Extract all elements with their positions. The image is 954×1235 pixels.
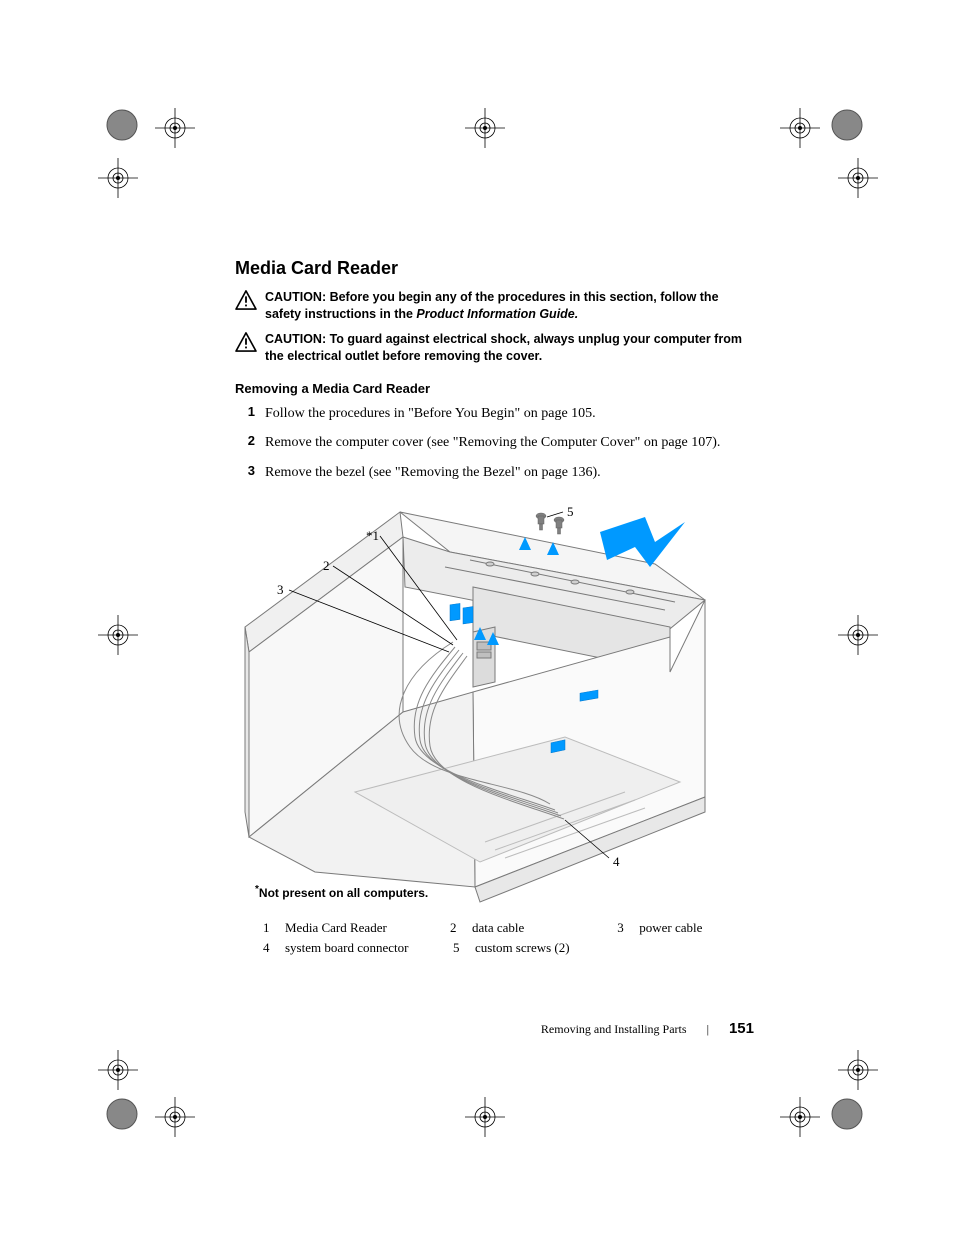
registration-mark-icon	[780, 1097, 820, 1137]
registration-mark-icon	[98, 1050, 138, 1090]
diagram-callout: 3	[277, 582, 284, 598]
section-title: Media Card Reader	[235, 258, 755, 279]
registration-mark	[780, 1097, 820, 1142]
registration-mark	[98, 1050, 138, 1095]
registration-mark-icon	[105, 1097, 139, 1131]
registration-mark-icon	[838, 615, 878, 655]
page-content: Media Card Reader CAUTION: Before you be…	[235, 258, 755, 960]
registration-mark	[830, 108, 864, 147]
step-text: Remove the bezel (see "Removing the Beze…	[265, 463, 601, 483]
legend-num: 3	[617, 920, 629, 936]
step-item: 3 Remove the bezel (see "Removing the Bez…	[239, 463, 755, 483]
legend-label: power cable	[639, 920, 702, 936]
legend-num: 1	[263, 920, 275, 936]
registration-mark	[155, 108, 195, 153]
caution-block: CAUTION: To guard against electrical sho…	[235, 331, 755, 365]
step-text: Follow the procedures in "Before You Beg…	[265, 404, 596, 424]
registration-mark-icon	[830, 108, 864, 142]
diagram-svg	[235, 492, 755, 912]
legend-num: 5	[453, 940, 465, 956]
caution-icon	[235, 332, 257, 352]
step-number: 2	[239, 433, 255, 448]
diagram-callout: 4	[613, 854, 620, 870]
registration-mark	[465, 108, 505, 153]
registration-mark	[838, 1050, 878, 1095]
caution-block: CAUTION: Before you begin any of the pro…	[235, 289, 755, 323]
registration-mark	[780, 108, 820, 153]
diagram-callout: *1	[366, 528, 379, 544]
legend-cell: 4 system board connector	[263, 940, 453, 956]
legend-cell: 2 data cable	[450, 920, 617, 936]
caution-icon	[235, 290, 257, 310]
footer-separator: |	[707, 1022, 709, 1037]
legend-row: 1 Media Card Reader 2 data cable 3 power cabl…	[263, 920, 755, 936]
registration-mark-icon	[155, 108, 195, 148]
legend-cell: 3 power cable	[617, 920, 755, 936]
step-number: 1	[239, 404, 255, 419]
registration-mark	[105, 108, 139, 147]
registration-mark-icon	[98, 615, 138, 655]
registration-mark-icon	[780, 108, 820, 148]
exploded-diagram: *1 2 3 4 5 *Not present on all computers.	[235, 492, 755, 912]
registration-mark-icon	[465, 1097, 505, 1137]
registration-mark	[98, 158, 138, 203]
diagram-callout: 5	[567, 504, 574, 520]
page-number: 151	[729, 1020, 754, 1037]
registration-mark-icon	[155, 1097, 195, 1137]
registration-mark	[838, 158, 878, 203]
legend-row: 4 system board connector 5 custom screws (2…	[263, 940, 755, 956]
caution-text: CAUTION: Before you begin any of the pro…	[265, 289, 755, 323]
registration-mark-icon	[838, 1050, 878, 1090]
registration-mark-icon	[105, 108, 139, 142]
legend-label: data cable	[472, 920, 524, 936]
step-number: 3	[239, 463, 255, 478]
diagram-footnote: *Not present on all computers.	[255, 884, 428, 900]
step-item: 2 Remove the computer cover (see "Removin…	[239, 433, 755, 453]
registration-mark	[155, 1097, 195, 1142]
registration-mark-icon	[838, 158, 878, 198]
registration-mark-icon	[98, 158, 138, 198]
legend-cell: 1 Media Card Reader	[263, 920, 450, 936]
page-footer: Removing and Installing Parts | 151	[541, 1020, 754, 1037]
subheading: Removing a Media Card Reader	[235, 381, 755, 396]
legend-cell: 5 custom screws (2)	[453, 940, 623, 956]
steps-list: 1 Follow the procedures in "Before You Be…	[239, 404, 755, 483]
registration-mark	[98, 615, 138, 660]
legend-table: 1 Media Card Reader 2 data cable 3 power cabl…	[263, 920, 755, 956]
diagram-callout: 2	[323, 558, 330, 574]
step-item: 1 Follow the procedures in "Before You Be…	[239, 404, 755, 424]
registration-mark-icon	[830, 1097, 864, 1131]
registration-mark	[838, 615, 878, 660]
legend-num: 2	[450, 920, 462, 936]
legend-num: 4	[263, 940, 275, 956]
registration-mark	[105, 1097, 139, 1136]
caution-text: CAUTION: To guard against electrical sho…	[265, 331, 755, 365]
registration-mark	[830, 1097, 864, 1136]
legend-label: system board connector	[285, 940, 408, 956]
legend-label: Media Card Reader	[285, 920, 387, 936]
registration-mark-icon	[465, 108, 505, 148]
legend-label: custom screws (2)	[475, 940, 570, 956]
footer-chapter: Removing and Installing Parts	[541, 1022, 687, 1037]
registration-mark	[465, 1097, 505, 1142]
step-text: Remove the computer cover (see "Removing…	[265, 433, 720, 453]
